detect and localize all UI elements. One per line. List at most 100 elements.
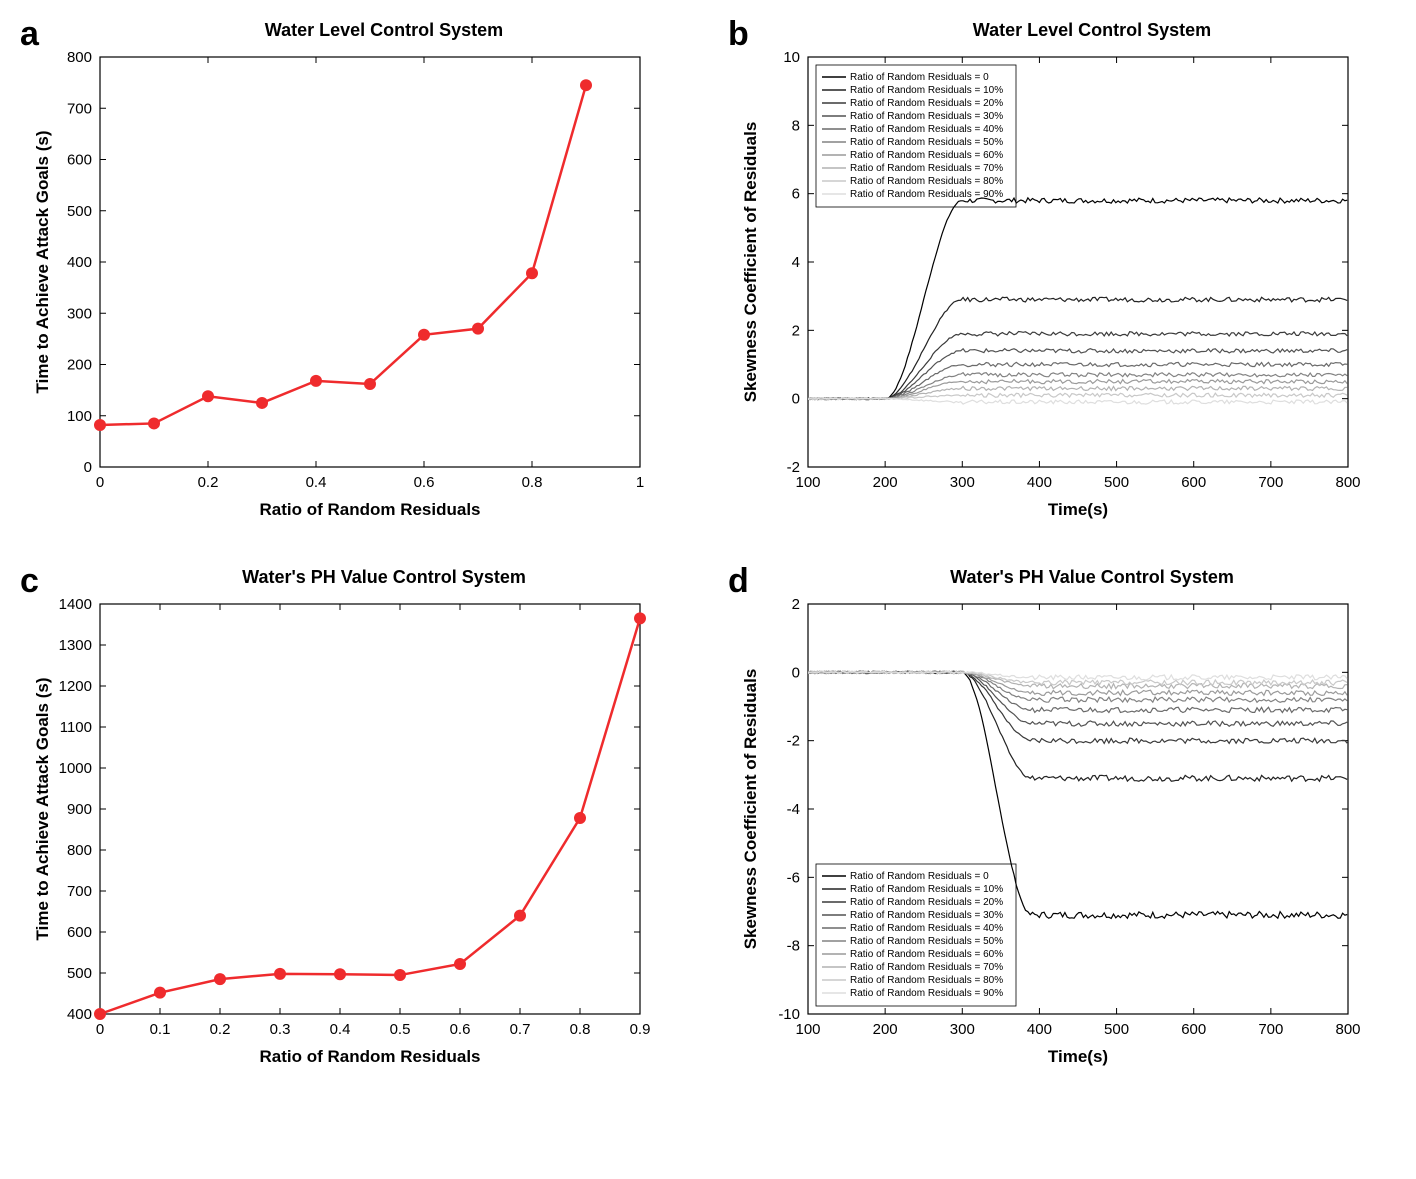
svg-text:0.7: 0.7 xyxy=(510,1021,531,1038)
svg-text:1400: 1400 xyxy=(59,596,92,613)
svg-text:4: 4 xyxy=(792,254,800,271)
svg-text:600: 600 xyxy=(1181,1021,1206,1038)
svg-text:300: 300 xyxy=(67,305,92,322)
svg-text:600: 600 xyxy=(1181,474,1206,491)
svg-text:Ratio of Random Residuals = 70: Ratio of Random Residuals = 70% xyxy=(850,962,1003,973)
svg-text:1300: 1300 xyxy=(59,637,92,654)
panel-c-chart: 00.10.20.30.40.50.60.70.80.9400500600700… xyxy=(20,594,660,1074)
svg-text:200: 200 xyxy=(873,1021,898,1038)
svg-text:1100: 1100 xyxy=(60,719,92,736)
svg-text:Ratio of Random Residuals = 0: Ratio of Random Residuals = 0 xyxy=(850,871,989,882)
panel-b-chart: 100200300400500600700800-20246810Time(s)… xyxy=(728,47,1368,527)
svg-text:Ratio of Random Residuals = 50: Ratio of Random Residuals = 50% xyxy=(850,936,1003,947)
svg-text:0.8: 0.8 xyxy=(570,1021,591,1038)
svg-text:100: 100 xyxy=(67,408,92,425)
svg-text:200: 200 xyxy=(873,474,898,491)
svg-text:10: 10 xyxy=(783,49,800,66)
svg-text:Ratio of Random Residuals = 10: Ratio of Random Residuals = 10% xyxy=(850,85,1003,96)
svg-text:500: 500 xyxy=(67,203,92,220)
svg-text:600: 600 xyxy=(67,924,92,941)
svg-text:0.3: 0.3 xyxy=(270,1021,291,1038)
svg-text:600: 600 xyxy=(67,152,92,169)
panel-a: a Water Level Control System 00.20.40.60… xyxy=(20,20,688,527)
svg-text:700: 700 xyxy=(67,100,92,117)
svg-text:Ratio of Random Residuals = 80: Ratio of Random Residuals = 80% xyxy=(850,176,1003,187)
svg-text:800: 800 xyxy=(1335,474,1360,491)
svg-text:0: 0 xyxy=(96,474,104,491)
svg-text:0: 0 xyxy=(792,664,800,681)
svg-text:500: 500 xyxy=(1104,1021,1129,1038)
svg-text:300: 300 xyxy=(950,474,975,491)
panel-d-chart: 100200300400500600700800-10-8-6-4-202Tim… xyxy=(728,594,1368,1074)
svg-text:800: 800 xyxy=(1335,1021,1360,1038)
svg-text:0.4: 0.4 xyxy=(330,1021,351,1038)
svg-text:8: 8 xyxy=(792,117,800,134)
svg-text:200: 200 xyxy=(67,357,92,374)
svg-text:2: 2 xyxy=(792,596,800,613)
svg-text:400: 400 xyxy=(1027,1021,1052,1038)
svg-text:800: 800 xyxy=(67,842,92,859)
panel-a-chart: 00.20.40.60.810100200300400500600700800R… xyxy=(20,47,660,527)
svg-text:0: 0 xyxy=(96,1021,104,1038)
svg-text:400: 400 xyxy=(67,1006,92,1023)
svg-text:700: 700 xyxy=(1258,1021,1283,1038)
panel-c-title: Water's PH Value Control System xyxy=(80,567,688,588)
svg-text:-2: -2 xyxy=(787,459,800,476)
svg-text:Ratio of Random Residuals = 20: Ratio of Random Residuals = 20% xyxy=(850,98,1003,109)
svg-text:500: 500 xyxy=(1104,474,1129,491)
panel-d: d Water's PH Value Control System 100200… xyxy=(728,567,1396,1074)
svg-text:Ratio of Random Residuals = 40: Ratio of Random Residuals = 40% xyxy=(850,124,1003,135)
svg-text:Time(s): Time(s) xyxy=(1048,1047,1108,1066)
panel-c-label: c xyxy=(20,562,39,601)
svg-text:Skewness Coefficient of Residu: Skewness Coefficient of Residuals xyxy=(741,669,760,950)
svg-text:1000: 1000 xyxy=(59,760,92,777)
svg-text:-6: -6 xyxy=(787,869,800,886)
svg-text:Ratio of Random Residuals: Ratio of Random Residuals xyxy=(259,1047,480,1066)
svg-text:1: 1 xyxy=(636,474,644,491)
svg-text:700: 700 xyxy=(1258,474,1283,491)
svg-text:Time to Achieve Attack Goals (: Time to Achieve Attack Goals (s) xyxy=(33,678,52,941)
svg-text:0.9: 0.9 xyxy=(630,1021,651,1038)
figure-grid: a Water Level Control System 00.20.40.60… xyxy=(20,20,1396,1074)
svg-text:0.4: 0.4 xyxy=(306,474,327,491)
svg-text:-8: -8 xyxy=(787,938,800,955)
svg-text:Ratio of Random Residuals = 90: Ratio of Random Residuals = 90% xyxy=(850,189,1003,200)
svg-text:100: 100 xyxy=(795,474,820,491)
svg-text:Ratio of Random Residuals = 20: Ratio of Random Residuals = 20% xyxy=(850,897,1003,908)
svg-text:0.8: 0.8 xyxy=(522,474,543,491)
panel-b: b Water Level Control System 10020030040… xyxy=(728,20,1396,527)
svg-text:900: 900 xyxy=(67,801,92,818)
svg-text:0.5: 0.5 xyxy=(390,1021,411,1038)
svg-text:Ratio of Random Residuals = 80: Ratio of Random Residuals = 80% xyxy=(850,975,1003,986)
svg-text:700: 700 xyxy=(67,883,92,900)
svg-text:2: 2 xyxy=(792,322,800,339)
svg-text:-4: -4 xyxy=(787,801,800,818)
svg-text:Time(s): Time(s) xyxy=(1048,500,1108,519)
panel-d-title: Water's PH Value Control System xyxy=(788,567,1396,588)
svg-text:-2: -2 xyxy=(787,733,800,750)
svg-text:400: 400 xyxy=(67,254,92,271)
svg-text:0.2: 0.2 xyxy=(198,474,219,491)
svg-text:Ratio of Random Residuals = 30: Ratio of Random Residuals = 30% xyxy=(850,910,1003,921)
svg-text:Ratio of Random Residuals = 0: Ratio of Random Residuals = 0 xyxy=(850,72,989,83)
svg-text:Ratio of Random Residuals: Ratio of Random Residuals xyxy=(259,500,480,519)
panel-d-label: d xyxy=(728,562,749,601)
panel-a-label: a xyxy=(20,15,39,54)
svg-text:100: 100 xyxy=(795,1021,820,1038)
svg-text:800: 800 xyxy=(67,49,92,66)
svg-text:400: 400 xyxy=(1027,474,1052,491)
svg-text:0: 0 xyxy=(792,391,800,408)
svg-text:Time to Achieve Attack Goals (: Time to Achieve Attack Goals (s) xyxy=(33,131,52,394)
svg-text:0: 0 xyxy=(84,459,92,476)
svg-text:Ratio of Random Residuals = 70: Ratio of Random Residuals = 70% xyxy=(850,163,1003,174)
svg-text:Ratio of Random Residuals = 30: Ratio of Random Residuals = 30% xyxy=(850,111,1003,122)
svg-text:Ratio of Random Residuals = 40: Ratio of Random Residuals = 40% xyxy=(850,923,1003,934)
svg-text:1200: 1200 xyxy=(59,678,92,695)
panel-b-title: Water Level Control System xyxy=(788,20,1396,41)
svg-text:-10: -10 xyxy=(778,1006,800,1023)
svg-text:Ratio of Random Residuals = 10: Ratio of Random Residuals = 10% xyxy=(850,884,1003,895)
svg-text:Ratio of Random Residuals = 60: Ratio of Random Residuals = 60% xyxy=(850,150,1003,161)
svg-text:Ratio of Random Residuals = 90: Ratio of Random Residuals = 90% xyxy=(850,988,1003,999)
svg-text:500: 500 xyxy=(67,965,92,982)
svg-text:Ratio of Random Residuals = 50: Ratio of Random Residuals = 50% xyxy=(850,137,1003,148)
